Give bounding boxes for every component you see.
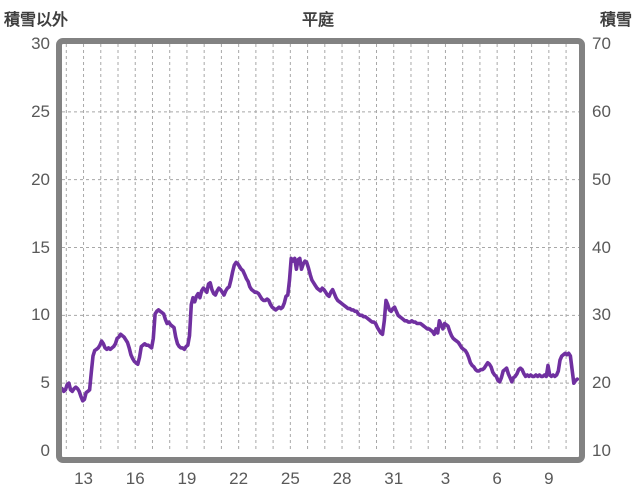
right-axis-tick-label: 40 bbox=[592, 237, 611, 257]
left-axis-tick-label: 30 bbox=[31, 34, 50, 53]
x-axis-tick-label: 9 bbox=[544, 469, 554, 488]
x-axis-tick-label: 31 bbox=[384, 469, 404, 488]
x-axis-tick-label: 22 bbox=[229, 469, 249, 488]
right-axis-tick-label: 30 bbox=[592, 305, 611, 325]
x-axis-tick-label: 25 bbox=[280, 469, 300, 488]
right-axis-tick-label: 10 bbox=[592, 441, 611, 460]
gridlines bbox=[62, 44, 579, 451]
x-axis-tick-label: 6 bbox=[492, 469, 502, 488]
right-axis-tick-label: 70 bbox=[592, 34, 611, 53]
right-axis-tick-label: 50 bbox=[592, 169, 611, 189]
x-axis-tick-label: 28 bbox=[332, 469, 352, 488]
left-axis-tick-label: 20 bbox=[31, 169, 50, 189]
plot-area bbox=[62, 44, 579, 451]
left-axis-tick-label: 25 bbox=[31, 101, 50, 121]
chart-title: 平庭 bbox=[301, 12, 334, 29]
left-axis-tick-label: 0 bbox=[40, 441, 50, 460]
x-axis-tick-label: 3 bbox=[440, 469, 451, 488]
left-axis-tick-label: 5 bbox=[40, 373, 50, 393]
left-axis-tick-label: 15 bbox=[31, 237, 50, 257]
snow-depth-line bbox=[62, 256, 579, 403]
x-axis-tick-label: 13 bbox=[74, 469, 93, 488]
x-axis-tick-label: 19 bbox=[177, 469, 197, 488]
right-axis-tick-label: 60 bbox=[592, 101, 611, 121]
left-axis-title: 積雪以外 bbox=[4, 12, 69, 29]
right-axis-title: 積雪 bbox=[599, 12, 632, 29]
x-axis-tick-label: 16 bbox=[125, 469, 145, 488]
left-axis-tick-label: 10 bbox=[31, 305, 50, 325]
right-axis-tick-label: 20 bbox=[592, 373, 611, 393]
